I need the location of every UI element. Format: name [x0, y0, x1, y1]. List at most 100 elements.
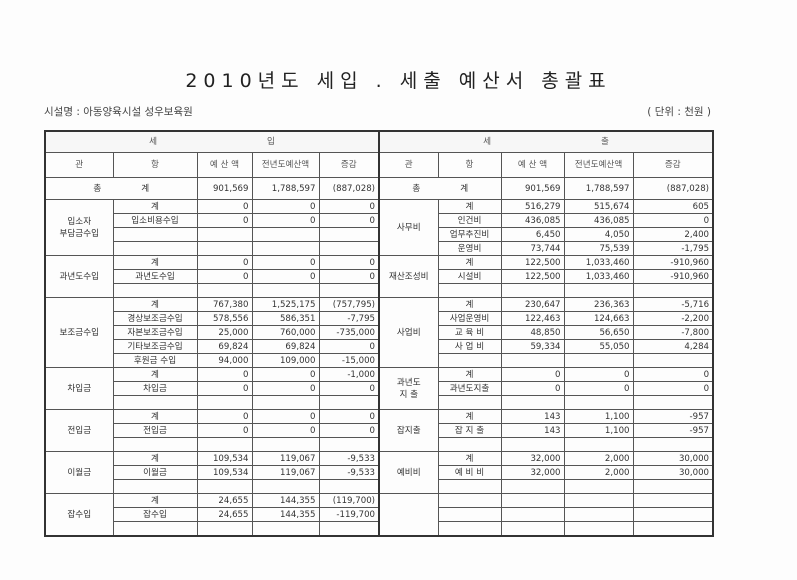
budget-cell: [500, 479, 565, 494]
prev-budget-cell: 0: [563, 381, 634, 396]
prev-budget-cell: [563, 283, 634, 298]
prev-budget-cell: [251, 395, 320, 410]
prev-budget-cell: 119,067: [251, 465, 320, 480]
item-name-cell: 자본보조금수입: [112, 325, 198, 340]
change-cell: -1,000: [318, 367, 380, 382]
col-hang: 항: [437, 152, 502, 178]
budget-cell: [500, 493, 565, 508]
col-budget: 예 산 액: [500, 152, 565, 178]
col-change: 증감: [632, 152, 714, 178]
prev-budget-cell: 1,100: [563, 409, 634, 424]
change-cell: 0: [632, 367, 714, 382]
budget-cell: 143: [500, 409, 565, 424]
change-cell: 0: [318, 423, 380, 438]
change-cell: -1,795: [632, 241, 714, 256]
item-name-cell: 계: [437, 199, 502, 214]
change-cell: 30,000: [632, 451, 714, 466]
budget-cell: [196, 479, 253, 494]
prev-budget-cell: [251, 479, 320, 494]
item-name-cell: 이월금: [112, 465, 198, 480]
prev-budget-cell: 586,351: [251, 311, 320, 326]
prev-budget-cell: 0: [251, 255, 320, 270]
change-cell: 30,000: [632, 465, 714, 480]
prev-budget-cell: 109,000: [251, 353, 320, 368]
budget-cell: [500, 521, 565, 537]
total-change: (887,028): [318, 177, 380, 200]
item-name-cell: 잡수입: [112, 507, 198, 522]
prev-budget-cell: [251, 241, 320, 256]
table-row: 잡수입 24,655 144,355 -119,700: [45, 507, 714, 522]
change-cell: [632, 479, 714, 494]
budget-cell: 578,556: [196, 311, 253, 326]
total-budget: 901,569: [196, 177, 253, 200]
table-row: [45, 437, 714, 452]
item-name-cell: [437, 493, 502, 508]
item-name-cell: 계: [437, 451, 502, 466]
budget-cell: 0: [500, 367, 565, 382]
change-cell: 0: [318, 381, 380, 396]
item-name-cell: [112, 227, 198, 242]
prev-budget-cell: 0: [251, 269, 320, 284]
prev-budget-cell: 0: [251, 409, 320, 424]
change-cell: -957: [632, 423, 714, 438]
change-cell: 0: [632, 381, 714, 396]
category-cell: 차입금: [44, 367, 114, 410]
item-name-cell: 계: [112, 367, 198, 382]
item-name-cell: [437, 437, 502, 452]
change-cell: -9,533: [318, 451, 380, 466]
prev-budget-cell: 0: [251, 213, 320, 228]
prev-budget-cell: 2,000: [563, 465, 634, 480]
col-gwan: 관: [44, 152, 114, 178]
category-cell: 사업비: [378, 297, 439, 368]
item-name-cell: 차입금: [112, 381, 198, 396]
change-cell: [318, 283, 380, 298]
item-name-cell: [112, 479, 198, 494]
category-cell: 사무비: [378, 199, 439, 256]
change-cell: 0: [318, 339, 380, 354]
budget-cell: 32,000: [500, 451, 565, 466]
prev-budget-cell: 760,000: [251, 325, 320, 340]
item-name-cell: 계: [112, 255, 198, 270]
budget-cell: 25,000: [196, 325, 253, 340]
budget-cell: 32,000: [500, 465, 565, 480]
budget-cell: [500, 437, 565, 452]
item-name-cell: 사 업 비: [437, 339, 502, 354]
budget-cell: 69,824: [196, 339, 253, 354]
change-cell: [632, 521, 714, 537]
prev-budget-cell: 0: [251, 199, 320, 214]
table-row: 과년도수입 계 0 0 0 재산조성비 계 122,500 1,033,460 -910,960: [44, 255, 714, 298]
budget-cell: 143: [500, 423, 565, 438]
change-cell: 2,400: [632, 227, 714, 242]
prev-budget-cell: [563, 353, 634, 368]
change-cell: -7,795: [318, 311, 380, 326]
prev-budget-cell: 1,033,460: [563, 255, 634, 270]
category-cell: 잡수입: [44, 493, 114, 537]
item-name-cell: [112, 437, 198, 452]
table-row: 업무추진비 6,450 4,050 2,400: [45, 227, 714, 242]
budget-cell: [196, 241, 253, 256]
budget-cell: [196, 521, 253, 537]
item-name-cell: [112, 395, 198, 410]
table-row: [45, 283, 714, 298]
category-cell: 입소자 부담금수입: [44, 199, 114, 256]
unit-label: ( 단위 : 천원 ): [647, 106, 711, 118]
item-name-cell: 인건비: [437, 213, 502, 228]
item-name-cell: 계: [112, 451, 198, 466]
prev-budget-cell: 0: [251, 423, 320, 438]
prev-budget-cell: 69,824: [251, 339, 320, 354]
col-prev-budget: 전년도예산액: [251, 152, 320, 178]
budget-cell: 0: [196, 409, 253, 424]
budget-cell: [500, 353, 565, 368]
item-name-cell: 운영비: [437, 241, 502, 256]
change-cell: [632, 283, 714, 298]
item-name-cell: 계: [437, 255, 502, 270]
prev-budget-cell: 1,100: [563, 423, 634, 438]
change-cell: [318, 395, 380, 410]
budget-cell: 122,500: [500, 269, 565, 284]
change-cell: 0: [318, 409, 380, 424]
table-row: 전입금 계 0 0 0 잡지출 계 143 1,100 -957: [44, 409, 714, 452]
item-name-cell: 계: [112, 409, 198, 424]
